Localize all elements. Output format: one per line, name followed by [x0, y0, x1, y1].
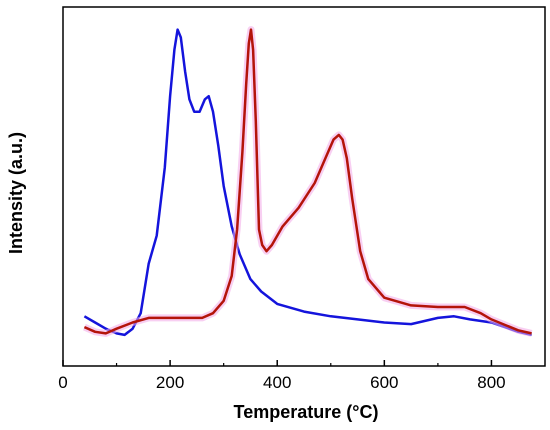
x-tick-label: 800 — [477, 373, 505, 392]
plot-area — [62, 6, 546, 367]
x-tick-label: 400 — [263, 373, 291, 392]
x-tick-label: 0 — [58, 373, 67, 392]
series-layer — [82, 26, 533, 337]
plot-frame — [62, 6, 546, 367]
series-1-line — [83, 28, 532, 337]
x-tick-label: 600 — [370, 373, 398, 392]
series-2-line — [83, 28, 532, 335]
y-axis-label: Intensity (a.u.) — [6, 132, 26, 254]
x-axis-ticks: 0 200 400 600 800 — [58, 360, 506, 392]
x-tick-label: 200 — [156, 373, 184, 392]
series-2-halo — [82, 26, 533, 337]
x-axis-label: Temperature (°C) — [234, 402, 379, 422]
